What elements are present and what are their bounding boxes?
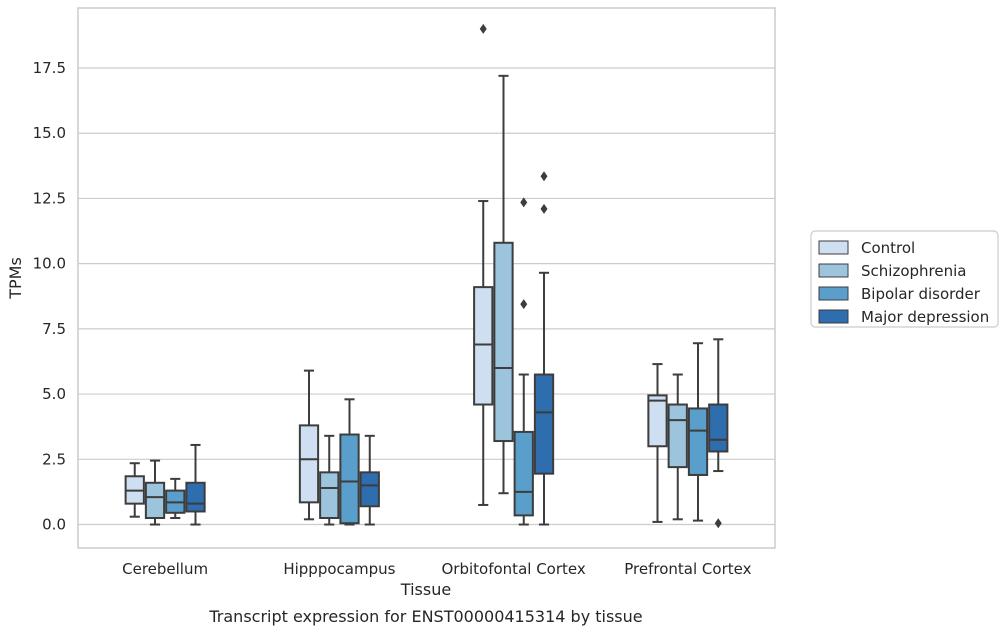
box-body [185,481,206,513]
box-body [667,403,688,469]
box-body [298,424,320,504]
x-tick-labels: Cerebellum Hipppocampus Orbitofontal Corte… [122,560,751,578]
y-tick-label: 15.0 [33,124,66,142]
legend: Control Schizophrenia Bipolar disorder Majo… [810,230,999,328]
x-axis-label: Tissue [400,580,451,599]
y-tick-label: 7.5 [42,320,66,338]
box-3-0 [647,363,668,523]
flier-point [714,518,722,529]
box-1-1 [319,434,340,526]
box-body [513,430,534,517]
box-0-3 [185,443,206,526]
legend-swatch [818,263,849,278]
y-tick-label: 12.5 [33,189,66,207]
box-2-2 [513,197,534,526]
box-3-1 [667,373,688,521]
box-body [687,407,709,476]
box-0-1 [144,459,166,526]
box-0-2 [165,477,186,519]
box-0-0 [124,462,145,518]
box-2-1 [493,74,514,495]
flier-point [520,197,528,208]
legend-frame [810,230,999,328]
box-body [359,471,380,508]
box-3-2 [687,342,709,522]
y-tick-labels: 0.0 2.5 5.0 7.5 10.0 12.5 15.0 17.5 [33,59,66,534]
y-axis-label: TPMs [6,257,25,300]
box-2-0 [473,23,494,506]
y-tick-label: 5.0 [42,385,66,403]
box-1-3 [359,434,380,526]
legend-label: Schizophrenia [861,262,966,280]
legend-swatch [818,240,849,255]
chart-caption: Transcript expression for ENST0000041531… [208,607,642,626]
y-tick-label: 0.0 [42,516,66,534]
box-body [647,394,668,448]
flier-point [540,203,548,214]
legend-label: Major depression [861,308,989,326]
box-1-2 [339,398,360,526]
x-tick-label: Cerebellum [122,560,208,578]
box-body [319,471,340,520]
x-tick-label: Prefrontal Cortex [624,560,751,578]
box-2-3 [533,171,555,526]
legend-label: Control [861,239,915,257]
y-tick-label: 10.0 [33,255,66,273]
legend-label: Bipolar disorder [861,285,981,303]
x-tick-label: Hipppocampus [283,560,395,578]
x-tick-label: Orbitofontal Cortex [442,560,586,578]
box-body [493,241,514,443]
box-body [708,403,729,453]
box-body [339,433,360,525]
box-groups [124,23,729,529]
legend-swatch [818,286,849,301]
y-tick-label: 2.5 [42,450,66,468]
plot-area [78,8,775,548]
flier-point [479,23,487,34]
y-tick-label: 17.5 [33,59,66,77]
box-1-0 [298,369,320,521]
flier-point [520,299,528,310]
flier-point [540,171,548,182]
plot-frame [77,7,776,549]
box-body [144,481,166,520]
box-body [533,373,555,475]
box-3-3 [708,338,729,529]
legend-swatch [818,309,849,324]
box-body [473,286,494,406]
